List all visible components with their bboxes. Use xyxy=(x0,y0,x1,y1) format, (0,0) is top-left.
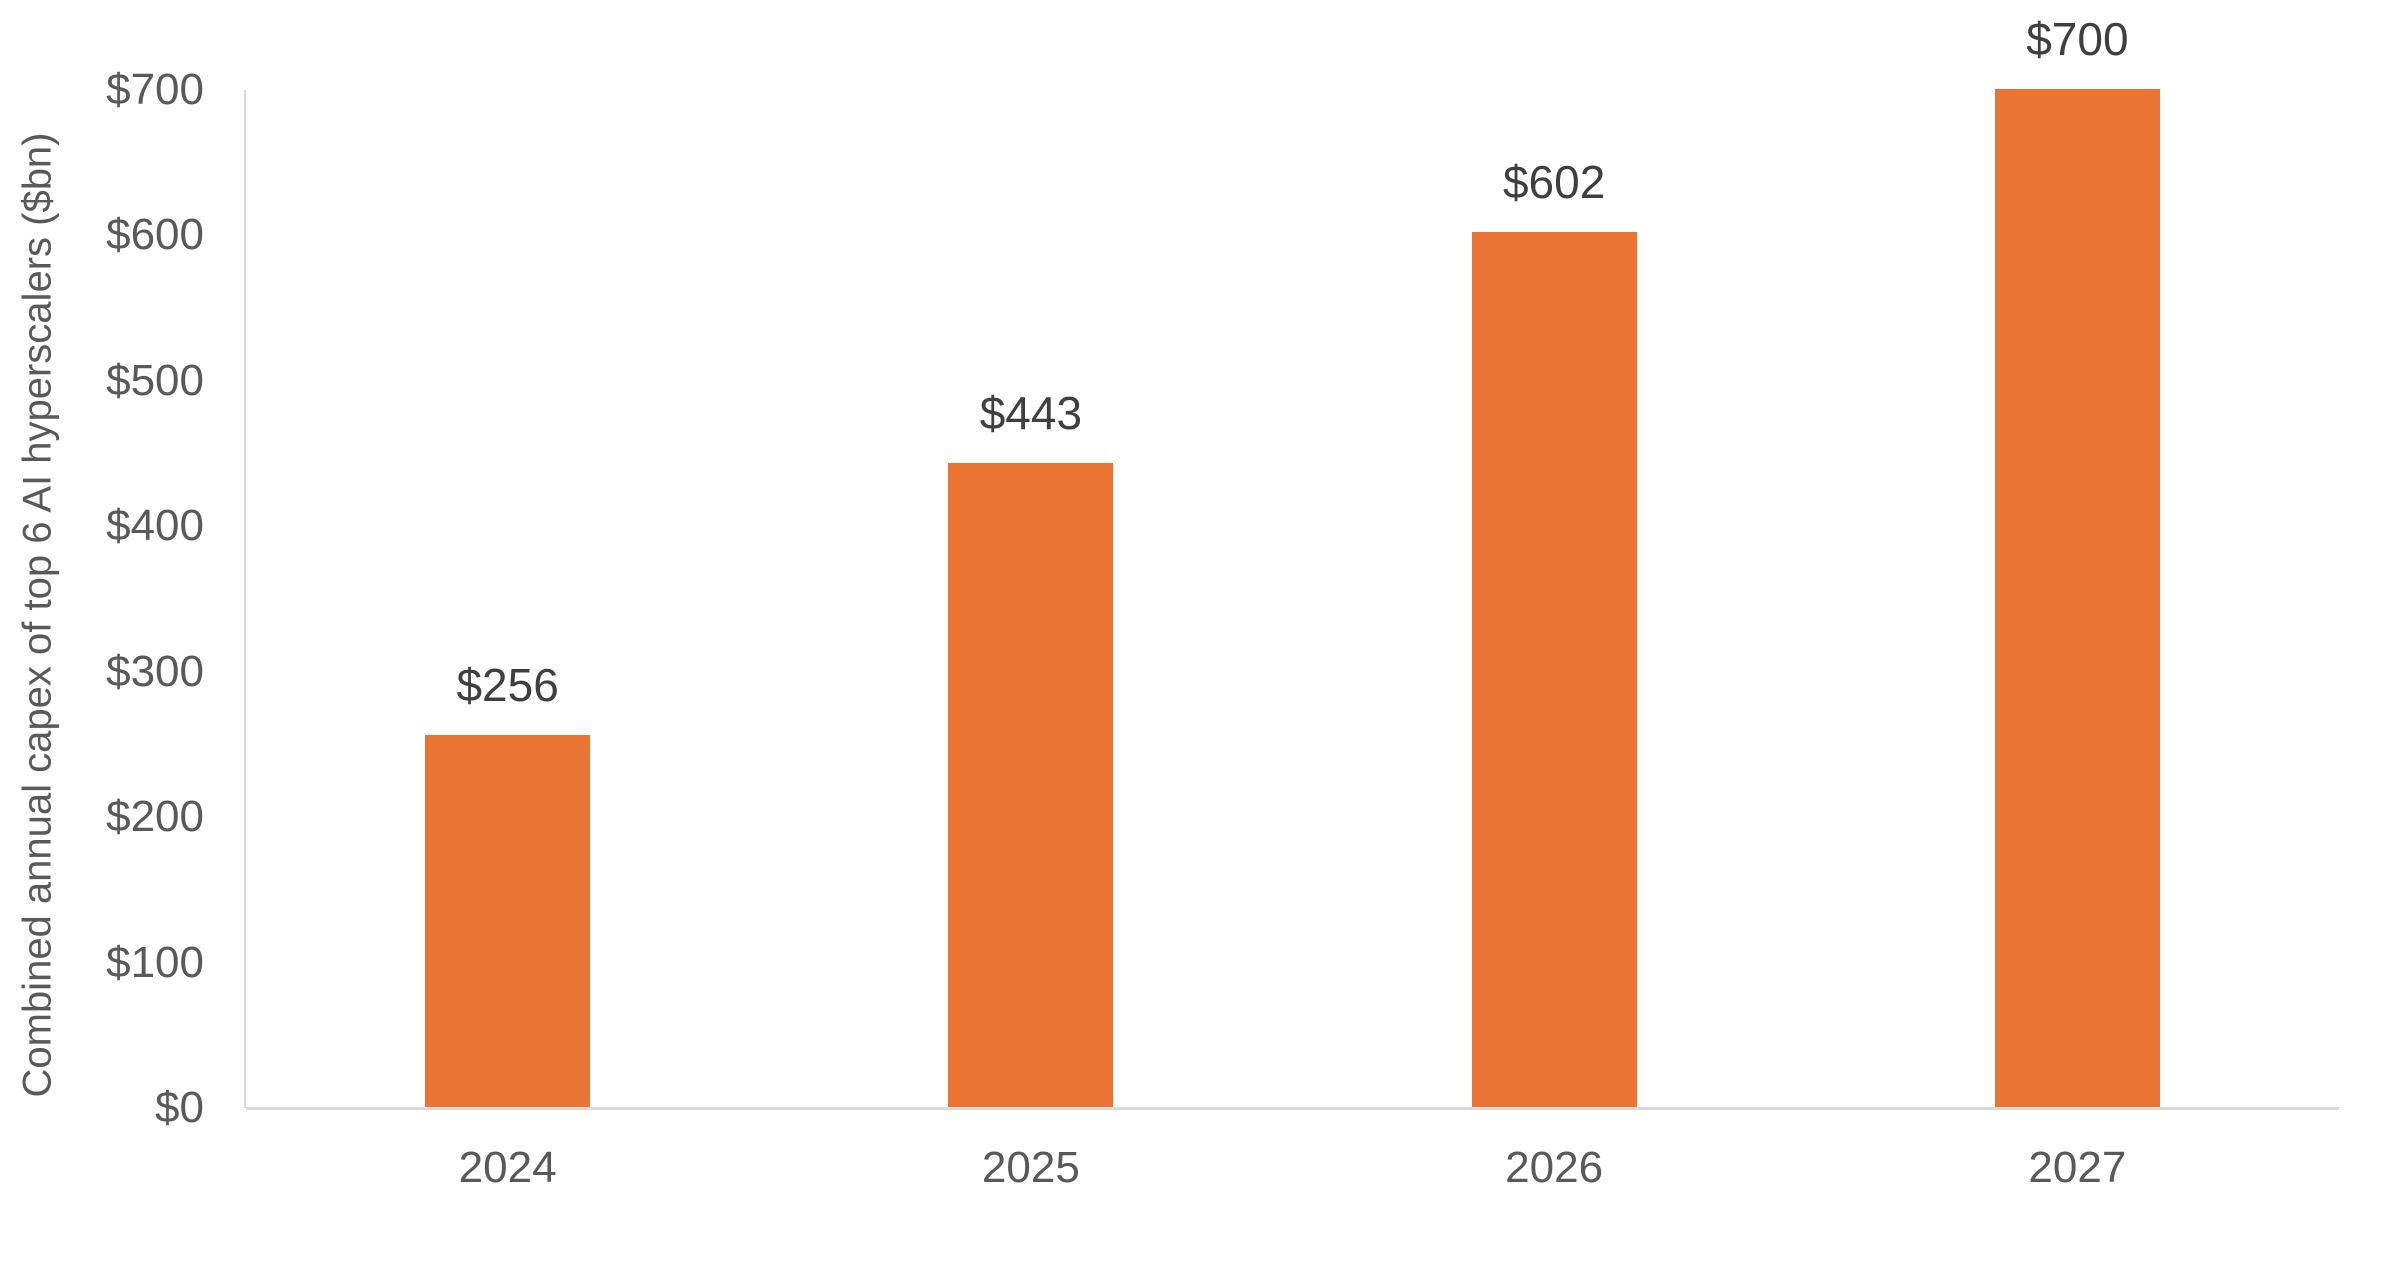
y-tick-label: $100 xyxy=(106,937,204,987)
bar-value-label: $256 xyxy=(456,658,559,711)
y-axis-line xyxy=(244,90,246,1108)
x-tick-label: 2027 xyxy=(2028,1143,2127,1192)
bar-2026 xyxy=(1471,231,1637,1107)
y-tick-label: $600 xyxy=(106,210,204,260)
bar-value-label: $443 xyxy=(979,386,1083,439)
y-tick-label: $300 xyxy=(106,646,204,696)
y-tick-label: $400 xyxy=(106,501,204,551)
x-tick-label: 2024 xyxy=(458,1143,557,1192)
bar-value-label: $602 xyxy=(1502,155,1606,208)
y-tick-label: $200 xyxy=(106,792,204,842)
x-axis-line xyxy=(246,1107,2339,1110)
bar-2027 xyxy=(1994,89,2160,1107)
x-tick-label: 2026 xyxy=(1505,1143,1604,1192)
y-tick-label: $500 xyxy=(106,355,204,405)
y-tick-label: $700 xyxy=(106,65,204,114)
bar-2024 xyxy=(425,734,591,1107)
bar-2025 xyxy=(948,462,1114,1107)
x-tick-label: 2025 xyxy=(981,1143,1080,1192)
bar-value-label: $700 xyxy=(2026,13,2129,65)
y-tick-label: $0 xyxy=(155,1083,204,1132)
